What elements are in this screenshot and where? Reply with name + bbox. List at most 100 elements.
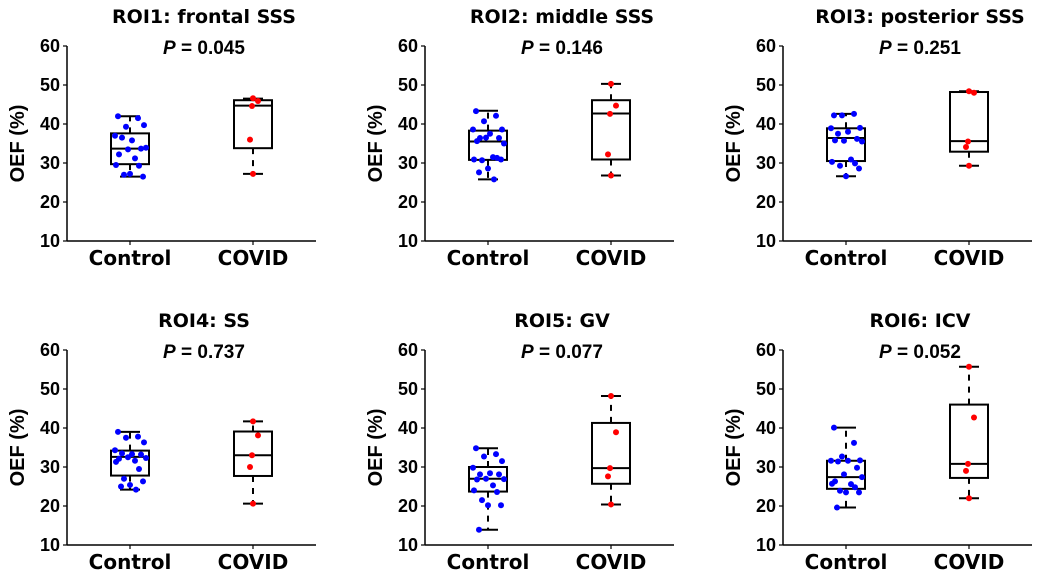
data-point (966, 363, 972, 370)
data-point (140, 478, 146, 485)
data-point (834, 504, 840, 511)
x-tick-label: Control (447, 246, 530, 270)
y-tick-label: 40 (398, 418, 418, 438)
data-point (841, 471, 847, 478)
iqr-box (949, 403, 989, 479)
chart-panel-4: ROI4: SS P = 0.737 OEF (%) 10 20 30 40 50 60 Cont… (7, 310, 316, 574)
y-tick-label: 30 (398, 457, 418, 477)
data-point (132, 457, 138, 464)
data-point (121, 475, 127, 482)
data-point (852, 160, 858, 167)
p-value-label: P = 0.146 (521, 38, 603, 59)
data-point (474, 476, 480, 483)
data-point (250, 170, 256, 177)
chart-panel-3: ROI3: posterior SSS P = 0.251 OEF (%) 10 20 3… (723, 6, 1032, 270)
y-tick-label: 30 (40, 153, 60, 173)
p-value-label: P = 0.045 (163, 38, 245, 59)
x-tick-label: Control (89, 246, 172, 270)
data-point (828, 457, 834, 464)
data-point (138, 145, 144, 152)
data-point (496, 135, 502, 142)
p-symbol: P (163, 38, 176, 59)
p-value: = 0.077 (534, 342, 603, 363)
data-point (255, 97, 261, 104)
data-point (828, 125, 834, 132)
data-point (501, 476, 507, 483)
data-point (249, 452, 255, 459)
y-tick-label: 60 (398, 340, 418, 360)
chart-panel-5: ROI5: GV P = 0.077 OEF (%) 10 20 30 40 50 60 Cont… (365, 310, 674, 574)
x-tick-label: Control (447, 550, 530, 574)
data-point (839, 112, 845, 119)
data-point (481, 453, 487, 460)
y-axis-label: OEF (%) (7, 105, 29, 183)
data-point (255, 432, 261, 439)
y-tick-label: 20 (40, 496, 60, 516)
data-point (250, 500, 256, 507)
data-point (476, 526, 482, 533)
p-value: = 0.052 (892, 342, 961, 363)
iqr-box (233, 430, 273, 477)
data-point (143, 144, 149, 151)
y-tick-label: 30 (40, 457, 60, 477)
data-point (487, 130, 493, 137)
data-point (971, 89, 977, 96)
data-point (473, 445, 479, 452)
y-tick-label: 50 (40, 75, 60, 95)
chart-title: ROI1: frontal SSS (112, 6, 296, 28)
chart-panel-1: ROI1: frontal SSS P = 0.045 OEF (%) 10 20 30 4… (7, 6, 316, 270)
data-point (966, 495, 972, 502)
boxplot-covid (591, 393, 631, 508)
data-point (856, 165, 862, 172)
data-point (498, 502, 504, 509)
chart-title: ROI5: GV (514, 310, 610, 332)
data-point (831, 424, 837, 431)
boxplot-covid (233, 418, 273, 507)
data-point (829, 158, 835, 165)
y-tick-label: 10 (398, 231, 418, 251)
data-point (490, 482, 496, 489)
data-point (841, 137, 847, 144)
x-tick-label: COVID (934, 246, 1005, 270)
data-point (608, 393, 614, 400)
p-value-label: P = 0.077 (521, 342, 603, 363)
data-point (843, 489, 849, 496)
data-point (135, 115, 141, 122)
y-tick-label: 50 (756, 379, 776, 399)
data-point (491, 176, 497, 183)
data-point (845, 457, 851, 464)
data-point (138, 451, 144, 458)
data-point (483, 134, 489, 141)
data-point (856, 489, 862, 496)
data-point (493, 112, 499, 119)
y-tick-label: 10 (756, 535, 776, 555)
data-point (135, 433, 141, 440)
y-tick-label: 20 (756, 192, 776, 212)
data-point (125, 454, 131, 461)
y-tick-label: 40 (398, 114, 418, 134)
data-point (835, 458, 841, 465)
y-axis-label: OEF (%) (365, 105, 387, 183)
data-point (140, 173, 146, 180)
data-point (470, 126, 476, 133)
iqr-box (468, 129, 508, 161)
data-point (115, 113, 121, 120)
data-point (471, 156, 477, 163)
chart-title: ROI3: posterior SSS (815, 6, 1024, 28)
p-value: = 0.146 (534, 38, 603, 59)
data-point (136, 465, 142, 472)
p-value: = 0.737 (176, 342, 245, 363)
data-point (479, 157, 485, 164)
data-point (141, 122, 147, 129)
data-point (848, 156, 854, 163)
data-point (113, 458, 119, 465)
y-axis-label: OEF (%) (723, 409, 745, 487)
iqr-box (591, 421, 631, 485)
y-tick-label: 50 (756, 75, 776, 95)
data-point (837, 162, 843, 169)
y-tick-label: 30 (756, 457, 776, 477)
data-point (143, 455, 149, 462)
data-point (499, 458, 505, 465)
boxplot-control (826, 110, 866, 180)
data-point (477, 471, 483, 478)
